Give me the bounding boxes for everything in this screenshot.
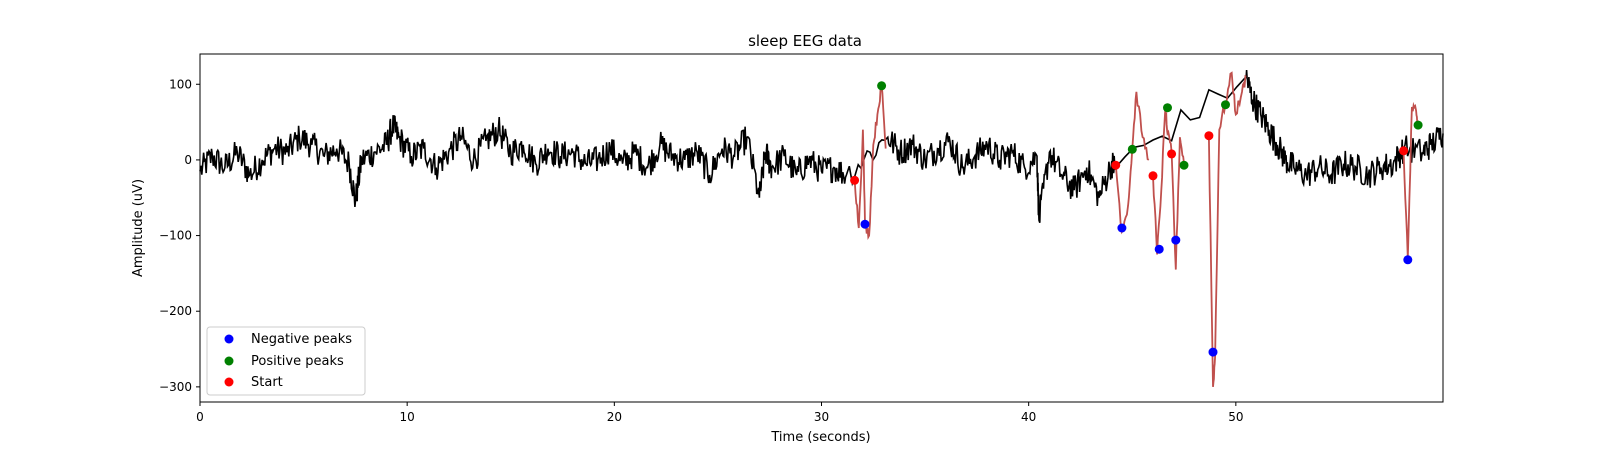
x-tick-label: 50 bbox=[1228, 410, 1243, 424]
x-tick-label: 40 bbox=[1021, 410, 1036, 424]
y-tick-label: −100 bbox=[159, 229, 192, 243]
x-axis: 0 10 20 30 40 50 bbox=[196, 402, 1243, 424]
start-marker bbox=[1167, 149, 1177, 159]
x-tick-label: 30 bbox=[814, 410, 829, 424]
x-tick-label: 20 bbox=[607, 410, 622, 424]
start-marker bbox=[1204, 131, 1214, 141]
positive-peaks-marker bbox=[1413, 120, 1423, 130]
start-marker bbox=[1111, 160, 1121, 170]
positive-peaks-marker bbox=[1163, 103, 1172, 113]
y-tick-label: 100 bbox=[169, 77, 192, 91]
positive-peaks-marker bbox=[1179, 160, 1189, 170]
chart-title: sleep EEG data bbox=[748, 32, 862, 50]
negative-peaks-marker bbox=[860, 219, 870, 229]
highlight-segment-4 bbox=[1402, 101, 1419, 259]
negative-peaks-marker bbox=[1171, 235, 1181, 245]
positive-peaks-marker bbox=[1127, 144, 1137, 154]
legend-positive-marker bbox=[224, 356, 234, 366]
positive-peaks-marker bbox=[877, 81, 887, 91]
start-marker bbox=[850, 175, 860, 185]
legend-start-marker bbox=[224, 377, 234, 387]
legend: Negative peaks Positive peaks Start bbox=[206, 326, 366, 396]
y-tick-label: −200 bbox=[159, 304, 192, 318]
x-tick-label: 10 bbox=[400, 410, 415, 424]
start-marker bbox=[1399, 146, 1409, 156]
y-axis-label: Amplitude (uV) bbox=[131, 179, 146, 277]
legend-negative-label: Negative peaks bbox=[251, 332, 352, 347]
y-tick-label: 0 bbox=[184, 153, 192, 167]
legend-positive-label: Positive peaks bbox=[251, 354, 344, 369]
x-tick-label: 0 bbox=[196, 410, 204, 424]
positive-peaks-marker bbox=[1221, 100, 1230, 110]
highlight-segment-3 bbox=[1208, 71, 1247, 387]
start-marker bbox=[1148, 171, 1158, 181]
legend-start-label: Start bbox=[251, 375, 283, 390]
negative-peaks-marker bbox=[1154, 244, 1164, 254]
highlight-segment-2 bbox=[1152, 106, 1185, 270]
highlight-segment-0 bbox=[853, 81, 887, 240]
negative-peaks-marker bbox=[1117, 223, 1127, 233]
legend-negative-marker bbox=[224, 334, 234, 344]
eeg-signal-line bbox=[199, 70, 1444, 223]
negative-peaks-marker bbox=[1208, 347, 1218, 357]
y-tick-label: −300 bbox=[159, 380, 192, 394]
plot-area bbox=[199, 70, 1444, 387]
negative-peaks-marker bbox=[1403, 255, 1413, 265]
x-axis-label: Time (seconds) bbox=[770, 430, 870, 445]
y-axis: −300 −200 −100 0 100 bbox=[159, 77, 200, 394]
legend-box bbox=[206, 326, 366, 396]
